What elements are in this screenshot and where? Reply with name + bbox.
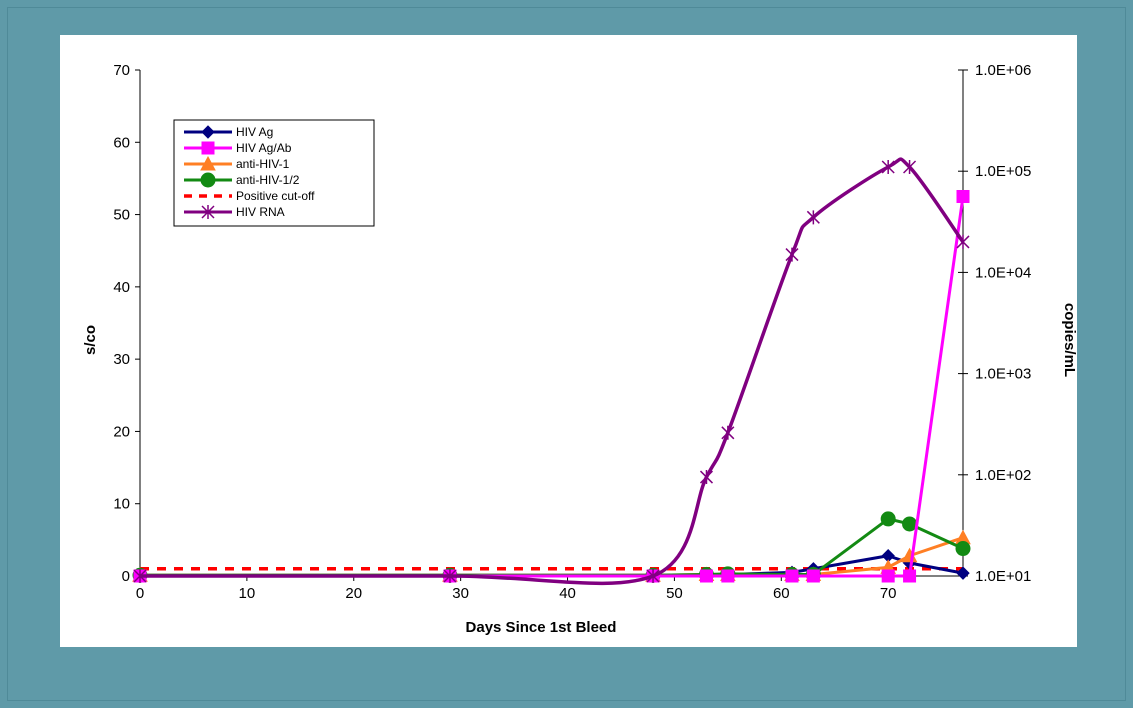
legend-entry: anti-HIV-1 — [184, 155, 290, 171]
y2-tick-label: 1.0E+04 — [975, 264, 1031, 281]
legend-entry: HIV RNA — [184, 205, 285, 219]
data-point — [903, 569, 917, 583]
data-point — [903, 160, 917, 175]
data-point — [956, 566, 970, 580]
data-point — [721, 425, 735, 440]
data-point — [806, 210, 820, 225]
data-point — [133, 569, 147, 583]
data-point — [881, 569, 895, 583]
data-point — [956, 190, 970, 203]
y2-tick-label: 1.0E+02 — [975, 467, 1031, 484]
data-point — [699, 470, 714, 485]
legend-entry: HIV Ag — [184, 125, 273, 139]
y-tick-label: 40 — [113, 279, 130, 296]
legend-entry: HIV Ag/Ab — [184, 141, 292, 155]
data-point — [721, 569, 735, 583]
y-tick-label: 70 — [113, 62, 130, 79]
y-tick-label: 30 — [113, 351, 130, 368]
legend-marker — [201, 125, 215, 139]
x-tick-label: 40 — [559, 585, 576, 602]
data-point — [646, 569, 660, 583]
y-axis-title: s/co — [82, 325, 99, 355]
y-tick-label: 0 — [122, 568, 130, 585]
data-point — [806, 569, 820, 583]
y-tick-label: 50 — [113, 207, 130, 224]
series-hiv-rna — [133, 157, 970, 586]
legend: HIV Ag HIV Ag/Ab anti-HIV-1 anti-HIV-1/2 Pos… — [173, 119, 375, 227]
x-tick-label: 0 — [136, 585, 144, 602]
data-point — [785, 247, 799, 262]
x-tick-label: 50 — [666, 585, 683, 602]
legend-marker — [200, 172, 216, 188]
y2-tick-label: 1.0E+05 — [975, 163, 1031, 180]
y2-tick-label: 1.0E+03 — [975, 366, 1031, 383]
y2-axis-title: copies/mL — [1061, 303, 1077, 377]
legend-label: HIV RNA — [236, 205, 285, 219]
legend-label: Positive cut-off — [236, 189, 315, 203]
legend-marker — [201, 205, 215, 219]
y-tick-label: 10 — [113, 496, 130, 513]
chart-panel: 0 10 20 30 40 50 60 70 0 10 20 30 40 50 60 70 1.0E+01 1.0… — [60, 35, 1077, 647]
legend-label: anti-HIV-1 — [236, 157, 290, 171]
data-point — [699, 569, 713, 583]
chart: 0 10 20 30 40 50 60 70 0 10 20 30 40 50 60 70 1.0E+01 1.0… — [82, 62, 1077, 636]
data-point — [955, 541, 971, 557]
legend-label: anti-HIV-1/2 — [236, 173, 300, 187]
data-point — [443, 569, 457, 583]
x-tick-label: 70 — [880, 585, 897, 602]
series-line — [140, 517, 964, 577]
legend-entry: Positive cut-off — [184, 189, 315, 203]
y2-tick-label: 1.0E+06 — [975, 62, 1031, 79]
series-anti-hiv-1 — [132, 529, 971, 582]
legend-marker — [200, 155, 216, 171]
x-tick-label: 10 — [239, 585, 256, 602]
x-tick-label: 20 — [345, 585, 362, 602]
y-tick-label: 20 — [113, 423, 130, 440]
x-tick-label: 30 — [452, 585, 469, 602]
legend-label: HIV Ag/Ab — [236, 141, 292, 155]
series-hiv-ag-ab — [133, 190, 970, 583]
data-point — [956, 234, 970, 249]
legend-marker — [201, 141, 215, 155]
y2-tick-label: 1.0E+01 — [975, 568, 1031, 585]
data-point — [902, 516, 918, 532]
legend-entry: anti-HIV-1/2 — [184, 172, 300, 188]
data-point — [785, 569, 799, 583]
series-lines — [132, 157, 971, 586]
data-point — [880, 511, 896, 527]
series-line — [140, 196, 965, 578]
y-tick-label: 60 — [113, 134, 130, 151]
x-tick-label: 60 — [773, 585, 790, 602]
x-axis-title: Days Since 1st Bleed — [466, 619, 617, 636]
data-point — [881, 160, 895, 175]
legend-label: HIV Ag — [236, 125, 273, 139]
